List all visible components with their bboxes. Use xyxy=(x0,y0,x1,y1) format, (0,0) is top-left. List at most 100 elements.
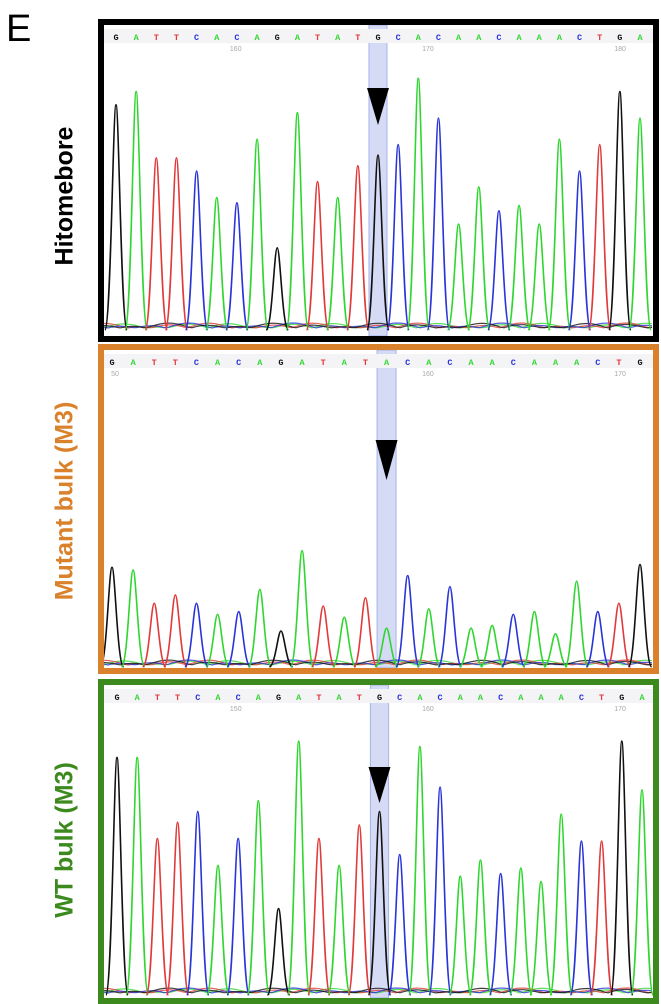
baseline-trace xyxy=(104,987,653,994)
base-call-G: G xyxy=(275,33,280,43)
position-number: 50 xyxy=(111,371,119,378)
peak-A xyxy=(332,616,357,668)
position-number: 160 xyxy=(422,371,434,378)
peak-A xyxy=(480,624,505,668)
base-call-C: C xyxy=(595,358,600,368)
peak-A xyxy=(246,799,271,996)
base-call-G: G xyxy=(637,358,642,368)
base-call-A: A xyxy=(335,33,341,43)
peak-C xyxy=(437,585,463,668)
chromatogram-svg: G A T T C A C A G A T A T G C A C A A C A A A C T G A 160 170 180 xyxy=(104,25,653,336)
base-call-G: G xyxy=(619,693,624,703)
base-call-A: A xyxy=(476,33,482,43)
base-call-C: C xyxy=(496,33,501,43)
base-call-A: A xyxy=(517,33,523,43)
base-call-A: A xyxy=(639,693,645,703)
peak-A xyxy=(527,223,552,331)
position-number: 170 xyxy=(614,706,626,713)
peak-A xyxy=(406,77,431,331)
peak-A xyxy=(448,875,473,996)
peak-C xyxy=(184,602,209,668)
base-call-A: A xyxy=(295,33,301,43)
peak-A xyxy=(206,864,230,996)
base-call-G: G xyxy=(617,33,622,43)
peak-A xyxy=(120,569,146,668)
peak-A xyxy=(416,608,441,668)
peak-T xyxy=(142,602,167,668)
base-call-A: A xyxy=(518,693,524,703)
peak-C xyxy=(585,610,610,668)
base-call-C: C xyxy=(194,358,199,368)
peak-C xyxy=(226,610,251,668)
peak-A xyxy=(245,138,269,331)
peak-C xyxy=(184,170,209,331)
base-call-A: A xyxy=(537,33,543,43)
highlight-column xyxy=(376,350,397,668)
mutation-arrow-icon xyxy=(375,440,398,480)
base-call-A: A xyxy=(214,33,220,43)
peak-A xyxy=(205,613,230,668)
base-call-C: C xyxy=(579,693,584,703)
base-call-T: T xyxy=(154,33,159,43)
base-call-C: C xyxy=(396,33,401,43)
peak-C xyxy=(569,840,594,996)
position-number: 150 xyxy=(230,706,242,713)
base-call-A: A xyxy=(255,33,261,43)
base-call-C: C xyxy=(236,693,241,703)
base-call-G: G xyxy=(377,693,382,703)
peak-A xyxy=(543,632,568,668)
base-call-C: C xyxy=(397,693,402,703)
peak-A xyxy=(529,880,553,996)
peak-C xyxy=(426,117,451,331)
mutation-arrow-icon xyxy=(367,88,389,125)
peak-T xyxy=(307,837,331,996)
peak-A xyxy=(466,186,491,331)
peak-A xyxy=(630,788,653,996)
base-call-A: A xyxy=(135,693,141,703)
peak-T xyxy=(163,594,188,668)
base-call-A: A xyxy=(574,358,580,368)
peak-A xyxy=(327,864,351,996)
base-call-G: G xyxy=(113,33,118,43)
peak-C xyxy=(185,810,210,996)
peak-A xyxy=(124,90,148,331)
peak-A xyxy=(446,223,471,331)
base-call-C: C xyxy=(438,693,443,703)
base-call-C: C xyxy=(234,33,239,43)
base-call-C: C xyxy=(511,358,516,368)
peak-C xyxy=(386,143,410,331)
peak-A xyxy=(628,117,652,331)
peak-T xyxy=(587,143,612,331)
peak-A xyxy=(564,580,589,668)
peak-T xyxy=(165,821,190,996)
base-call-A: A xyxy=(296,693,302,703)
peak-G xyxy=(610,740,634,996)
peak-A xyxy=(374,627,399,668)
peak-G xyxy=(104,103,128,331)
base-call-C: C xyxy=(194,33,199,43)
base-call-T: T xyxy=(357,693,362,703)
base-call-A: A xyxy=(131,358,137,368)
base-call-A: A xyxy=(342,358,348,368)
peak-A xyxy=(458,627,484,668)
base-call-T: T xyxy=(173,358,178,368)
base-call-T: T xyxy=(616,358,621,368)
base-call-A: A xyxy=(553,358,559,368)
base-call-T: T xyxy=(321,358,326,368)
base-call-C: C xyxy=(405,358,410,368)
base-call-A: A xyxy=(384,358,390,368)
base-call-A: A xyxy=(557,33,563,43)
peak-A xyxy=(507,204,531,331)
peak-G xyxy=(627,563,653,668)
chromatogram-wt-bulk: G A T T C A C A G A T A T G C A C A A C A A A C T G A 150 160 170 xyxy=(98,679,659,1004)
peak-G xyxy=(104,566,125,668)
peak-G xyxy=(268,630,294,668)
peak-A xyxy=(125,756,149,996)
base-call-T: T xyxy=(316,693,321,703)
sample-label-wt-bulk: WT bulk (M3) xyxy=(50,762,79,918)
baseline-trace xyxy=(104,987,652,994)
base-call-A: A xyxy=(416,33,422,43)
peak-C xyxy=(567,170,592,331)
panel-letter: E xyxy=(6,8,32,50)
peak-C xyxy=(225,201,249,331)
